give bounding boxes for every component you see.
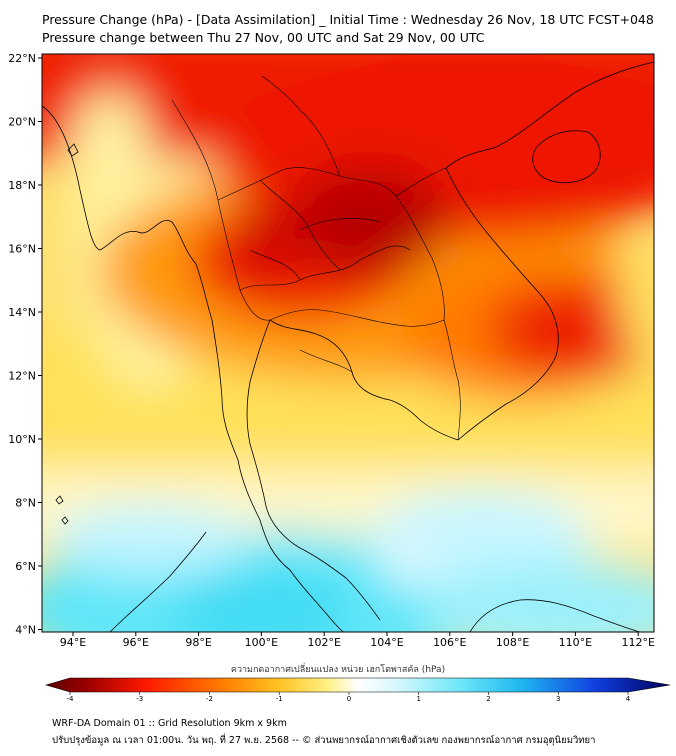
longitude-axis: 94°E 96°E 98°E 100°E 102°E 104°E 106°E 108°E 110… [60,632,655,649]
coastlines [42,61,654,632]
map-title: Pressure Change (hPa) - [Data Assimilati… [42,12,654,27]
pressure-field [42,54,654,632]
lon-label: 112°E [621,636,654,649]
colorbar-tick-label: -4 [67,695,75,703]
colorbar-tick-label: 1 [417,695,421,703]
lon-label: 110°E [559,636,592,649]
lat-label: 10°N [8,433,36,446]
colorbar-tick-label: 0 [347,695,351,703]
colorbar-tick-label: -1 [276,695,283,703]
lat-label: 14°N [8,306,36,319]
lat-label: 18°N [8,179,36,192]
colorbar-label: ความกดอากาศเปลี่ยนแปลง หน่วย เฮกโตพาสคัล… [230,665,446,675]
latitude-axis: 22°N 20°N 18°N 16°N 14°N 12°N 10°N 8°N 6°N 4°N [8,52,42,637]
colorbar-scale [44,677,671,693]
lat-label: 4°N [15,624,36,637]
colorbar-ticks: -4 -3 -2 -1 0 1 2 3 4 [67,692,631,703]
lon-label: 104°E [370,636,403,649]
map-frame [41,53,655,633]
lat-label: 8°N [15,497,36,510]
colorbar-tick-label: -2 [206,695,213,703]
lat-label: 20°N [8,116,36,129]
lat-label: 16°N [8,243,36,256]
borders [171,75,461,441]
colorbar-tick-label: 4 [626,695,631,703]
lon-label: 94°E [60,636,86,649]
lat-label: 12°N [8,370,36,383]
colorbar-tick-label: 2 [486,695,490,703]
lat-label: 22°N [8,52,36,65]
lon-label: 98°E [185,636,211,649]
colorbar-tick-label: -3 [136,695,143,703]
lon-label: 108°E [496,636,529,649]
footer-model-info: WRF-DA Domain 01 :: Grid Resolution 9km … [52,718,287,729]
colorbar-tick-label: 3 [556,695,560,703]
lon-label: 96°E [123,636,149,649]
lon-label: 102°E [307,636,340,649]
lon-label: 106°E [433,636,466,649]
lon-label: 100°E [245,636,278,649]
footer-update-info: ปรับปรุงข้อมูล ณ เวลา 01:00น. วัน พฤ. ที… [52,735,596,746]
map-subtitle: Pressure change between Thu 27 Nov, 00 U… [42,30,485,45]
lat-label: 6°N [15,560,36,573]
